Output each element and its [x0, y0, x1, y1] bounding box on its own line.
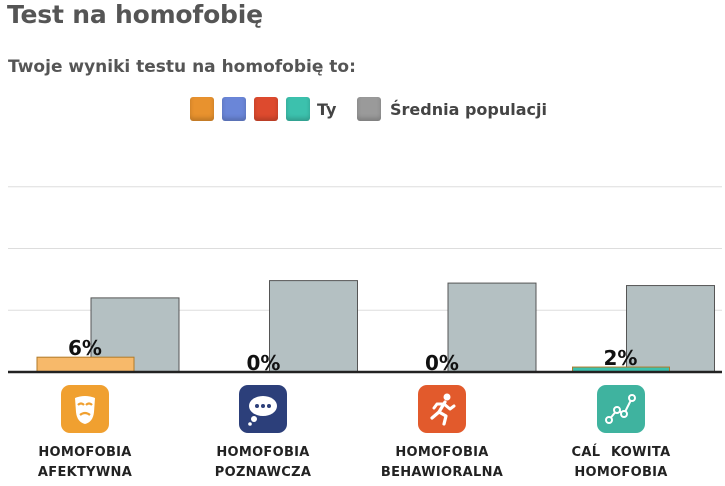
average-bar	[626, 285, 715, 373]
running-person-icon	[418, 385, 466, 433]
category-label-total: CAĹKOWITA HOMOFOBIA	[541, 443, 701, 483]
average-bar	[447, 282, 537, 373]
category-label-line: HOMOFOBIA	[395, 445, 489, 460]
category-label-line: HOMOFOBIA	[38, 445, 132, 460]
category-label-line: POZNAWCZA	[214, 465, 312, 480]
category-label-line: AFEKTYWNA	[37, 465, 133, 480]
legend-swatch-average	[357, 97, 381, 121]
results-subtitle: Twoje wyniki testu na homofobię to:	[8, 57, 356, 77]
your-score-label: 2%	[604, 346, 638, 370]
legend-swatch-blue	[222, 97, 246, 121]
category-label-line: HOMOFOBIA	[216, 445, 310, 460]
category-label-behavioral: HOMOFOBIA BEHAWIORALNA	[362, 443, 522, 483]
legend-label-average: Średnia populacji	[390, 100, 547, 119]
category-label-line: HOMOFOBIA	[574, 465, 668, 480]
mask-icon	[61, 385, 109, 433]
category-label-line: CAĹKOWITA	[571, 445, 671, 460]
legend-swatch-teal	[286, 97, 310, 121]
thought-bubble-icon	[239, 385, 287, 433]
network-graph-icon	[597, 385, 645, 433]
category-label-affective: HOMOFOBIA AFEKTYWNA	[5, 443, 165, 483]
page-title: Test na homofobię	[7, 0, 263, 29]
category-label-cognitive: HOMOFOBIA POZNAWCZA	[183, 443, 343, 483]
your-score-label: 6%	[68, 336, 102, 360]
legend-label-you: Ty	[317, 100, 337, 119]
category-label-line: BEHAWIORALNA	[380, 465, 504, 480]
average-bar	[269, 280, 358, 373]
legend-swatch-red	[254, 97, 278, 121]
legend-swatch-orange	[190, 97, 214, 121]
